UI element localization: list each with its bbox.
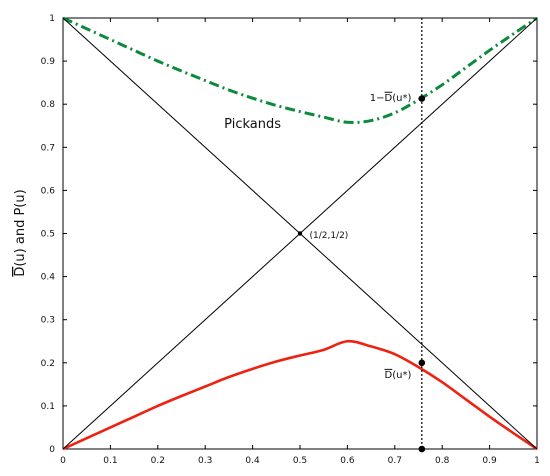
lower-label-d: D <box>385 370 393 381</box>
center-point <box>297 231 303 236</box>
y-tick-label: 0.2 <box>41 359 55 369</box>
x-tick-label: 0.9 <box>482 456 497 466</box>
upper-label-rest: (u*) <box>392 93 411 104</box>
y-tick-label: 0.8 <box>41 100 56 110</box>
p-curve <box>62 339 538 451</box>
upper-label-d: D <box>385 93 393 104</box>
lower-point-label: D(u*) <box>385 370 412 381</box>
y-tick-label: 0.6 <box>41 186 56 196</box>
x-axis: 0 0.1 0.2 0.3 0.4 0.5 0.6 0.7 0.8 0.9 1 <box>60 18 540 466</box>
x-tick-label: 0.8 <box>435 456 450 466</box>
marker-point <box>418 445 426 453</box>
y-axis-label-rest: (u) and P(u) <box>13 189 28 266</box>
y-tick-label: 1 <box>49 14 55 24</box>
pickands-label: Pickands <box>224 117 281 132</box>
y-axis: 0 0.1 0.2 0.3 0.4 0.5 0.6 0.7 0.8 0.9 1 <box>41 14 537 455</box>
y-tick-label: 0.1 <box>41 402 55 412</box>
marker-point <box>418 359 426 367</box>
marker-point <box>418 95 426 102</box>
x-tick-label: 0.3 <box>198 456 212 466</box>
lower-label-rest: (u*) <box>392 370 411 381</box>
y-tick-label: 0.3 <box>41 316 55 326</box>
pickands-curve <box>62 16 538 124</box>
x-tick-label: 0.4 <box>245 456 260 466</box>
x-tick-label: 0.2 <box>151 456 165 466</box>
y-axis-label: D(u) and P(u) <box>13 189 28 276</box>
y-axis-label-d: D <box>13 267 28 277</box>
x-tick-label: 1 <box>534 456 540 466</box>
upper-point-label: 1−D(u*) <box>370 93 412 104</box>
x-tick-label: 0 <box>60 456 66 466</box>
y-tick-label: 0.4 <box>41 273 56 283</box>
points-group <box>297 95 426 453</box>
y-tick-label: 0.5 <box>41 230 55 240</box>
x-tick-label: 0.1 <box>103 456 117 466</box>
y-tick-label: 0.9 <box>41 57 56 67</box>
x-tick-label: 0.5 <box>293 456 307 466</box>
y-tick-label: 0.7 <box>41 143 55 153</box>
upper-label-prefix: 1− <box>370 93 385 104</box>
y-tick-label: 0 <box>49 445 55 455</box>
center-point-label: (1/2,1/2) <box>309 231 348 241</box>
x-tick-label: 0.6 <box>340 456 355 466</box>
x-tick-label: 0.7 <box>388 456 402 466</box>
